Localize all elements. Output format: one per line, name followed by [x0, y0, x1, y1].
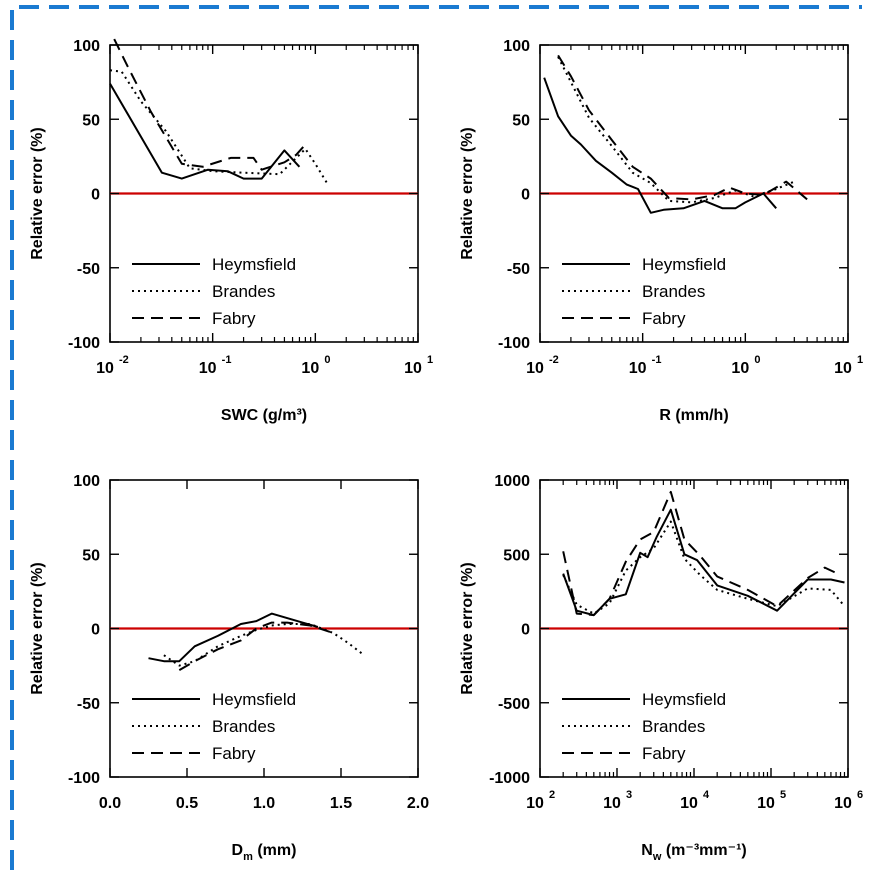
y-tick-label: 0	[521, 187, 530, 204]
y-tick-label: 50	[82, 547, 100, 564]
x-tick-label-exponent: 1	[427, 354, 433, 366]
x-tick-label: 10	[301, 360, 319, 377]
x-tick-label: 10	[96, 360, 114, 377]
series-brandes-line	[557, 56, 795, 204]
y-tick-label: 100	[73, 473, 100, 490]
x-tick-label: 10	[731, 360, 749, 377]
legend-label-heymsfield: Heymsfield	[642, 255, 726, 274]
x-tick-label-exponent: 3	[626, 789, 632, 801]
y-tick-label: -500	[498, 696, 530, 713]
y-tick-label: 0	[91, 187, 100, 204]
legend-label-fabry: Fabry	[212, 309, 256, 328]
x-axis-label: R (mm/h)	[659, 407, 728, 424]
x-tick-label: 10	[834, 795, 852, 812]
legend-label-brandes: Brandes	[642, 282, 705, 301]
y-tick-label: 100	[503, 38, 530, 55]
legend-label-brandes: Brandes	[212, 282, 275, 301]
y-tick-label: 0	[91, 622, 100, 639]
legend-label-heymsfield: Heymsfield	[642, 690, 726, 709]
x-tick-label: 10	[757, 795, 775, 812]
y-axis-label: Relative error (%)	[29, 562, 46, 695]
series-brandes-line	[163, 623, 365, 667]
y-tick-label: 50	[512, 112, 530, 129]
series-heymsfield-line	[543, 77, 777, 214]
chart-panel-3: 100 50 0 -50 -100 0.0 0.5 1.0 1.5 2.0 Relative err…	[29, 473, 429, 863]
y-tick-label: -50	[77, 696, 100, 713]
figure-dashed-border	[10, 5, 862, 870]
legend-label-brandes: Brandes	[212, 717, 275, 736]
x-tick-label-exponent: -2	[119, 354, 129, 366]
series-fabry-line	[557, 54, 808, 201]
x-tick-label-exponent: 2	[549, 789, 555, 801]
y-tick-label: 100	[73, 38, 100, 55]
y-axis-label: Relative error (%)	[29, 127, 46, 260]
x-tick-label: 2.0	[407, 795, 429, 812]
legend: Heymsfield Brandes Fabry	[562, 255, 726, 328]
x-tick-label-exponent: 6	[857, 789, 863, 801]
x-tick-label-exponent: 0	[324, 354, 330, 366]
legend-label-fabry: Fabry	[212, 744, 256, 763]
x-tick-label-exponent: 1	[857, 354, 863, 366]
series-heymsfield-line	[148, 612, 319, 663]
x-tick-label-exponent: -2	[549, 354, 559, 366]
y-tick-label: 500	[503, 547, 530, 564]
series-brandes-line	[562, 520, 846, 615]
legend-label-brandes: Brandes	[642, 717, 705, 736]
series-fabry-line	[562, 490, 841, 617]
series-fabry-line	[178, 621, 334, 671]
y-tick-label: 0	[521, 622, 530, 639]
x-axis-label: Dm (mm)	[232, 842, 297, 863]
x-tick-label-exponent: 4	[703, 789, 710, 801]
series-fabry-line	[113, 38, 307, 171]
y-tick-label: -100	[68, 335, 100, 352]
x-tick-label: 10	[199, 360, 217, 377]
x-axis-label: SWC (g/m³)	[221, 407, 307, 424]
y-tick-label: -1000	[489, 770, 530, 787]
x-tick-label: 10	[526, 795, 544, 812]
x-tick-label: 10	[404, 360, 422, 377]
y-tick-label: -50	[77, 261, 100, 278]
legend: Heymsfield Brandes Fabry	[562, 690, 726, 763]
x-tick-label: 1.5	[330, 795, 352, 812]
x-tick-label: 10	[603, 795, 621, 812]
x-tick-label: 10	[680, 795, 698, 812]
series-heymsfield-line	[562, 508, 845, 617]
x-tick-label-exponent: 0	[754, 354, 760, 366]
series-brandes-line	[109, 69, 328, 184]
y-tick-label: -50	[507, 261, 530, 278]
legend-label-fabry: Fabry	[642, 744, 686, 763]
legend: Heymsfield Brandes Fabry	[132, 255, 296, 328]
y-tick-label: 1000	[494, 473, 530, 490]
y-tick-label: -100	[68, 770, 100, 787]
x-tick-label: 10	[834, 360, 852, 377]
x-tick-label: 0.0	[99, 795, 121, 812]
x-tick-label: 10	[629, 360, 647, 377]
legend-label-heymsfield: Heymsfield	[212, 255, 296, 274]
x-tick-label: 1.0	[253, 795, 275, 812]
x-tick-label: 10	[526, 360, 544, 377]
x-tick-label: 0.5	[176, 795, 198, 812]
x-axis-label: Nw (m⁻³mm⁻¹)	[641, 842, 746, 863]
y-tick-label: -100	[498, 335, 530, 352]
chart-panel-4: 1000 500 0 -500 -1000 10 2 10 3 10 4 10 5 10 6 Relative…	[459, 473, 863, 863]
legend-label-heymsfield: Heymsfield	[212, 690, 296, 709]
legend-label-fabry: Fabry	[642, 309, 686, 328]
x-tick-label-exponent: 5	[780, 789, 786, 801]
y-axis-label: Relative error (%)	[459, 562, 476, 695]
y-axis-label: Relative error (%)	[459, 127, 476, 260]
y-tick-label: 50	[82, 112, 100, 129]
legend: Heymsfield Brandes Fabry	[132, 690, 296, 763]
x-tick-label-exponent: -1	[222, 354, 232, 366]
x-tick-label-exponent: -1	[652, 354, 662, 366]
